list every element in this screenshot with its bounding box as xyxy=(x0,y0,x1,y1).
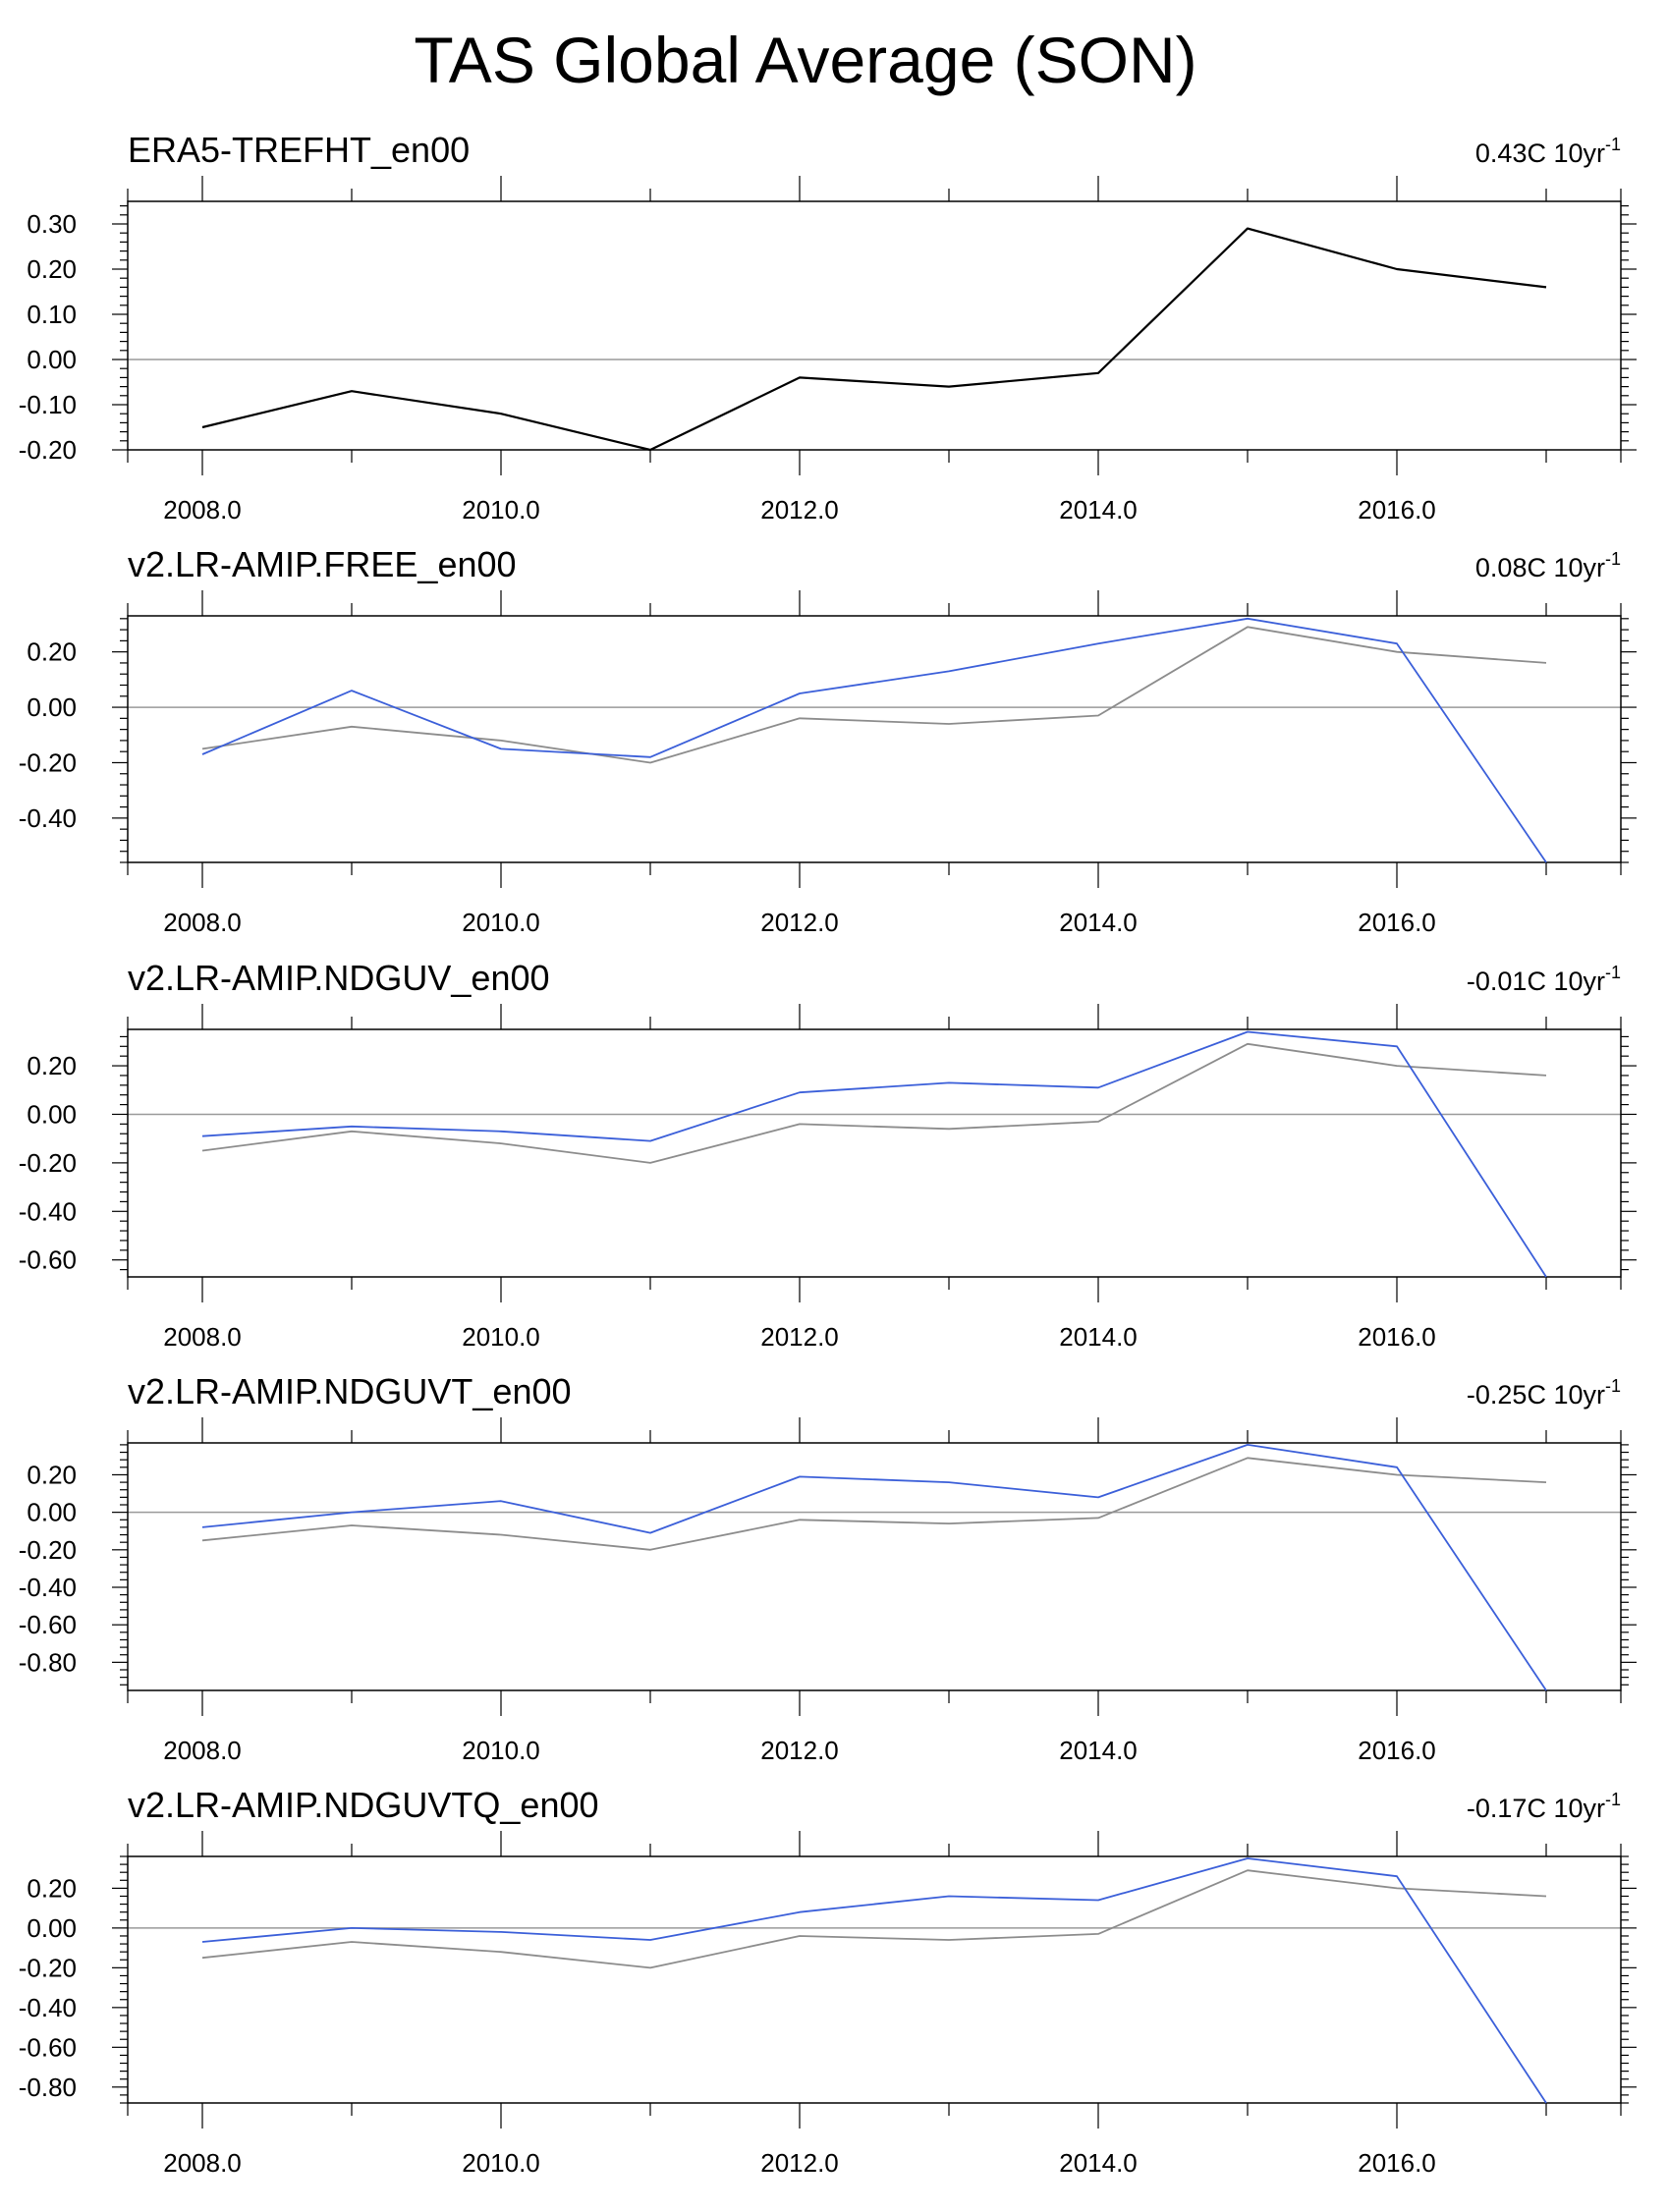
x-tick-label: 2012.0 xyxy=(760,495,839,525)
trend-exponent: -1 xyxy=(1605,135,1621,154)
x-tick-label: 2014.0 xyxy=(1059,1736,1138,1765)
y-tick-label: -0.40 xyxy=(19,1993,77,2022)
y-tick-label: -0.20 xyxy=(19,1953,77,1982)
series-line-model xyxy=(201,1444,1547,1691)
y-tick-label: 0.00 xyxy=(27,692,77,722)
trend-exponent: -1 xyxy=(1605,1376,1621,1396)
series-line-reference_overlay xyxy=(201,1869,1547,1969)
x-tick-label: 2010.0 xyxy=(462,2148,540,2178)
y-tick-label: 0.20 xyxy=(27,637,77,667)
x-tick-label: 2016.0 xyxy=(1358,2148,1436,2178)
y-tick-label: -0.20 xyxy=(19,1535,77,1565)
trend-value: -0.17C 10yr xyxy=(1467,1794,1605,1823)
x-tick-label: 2016.0 xyxy=(1358,495,1436,525)
x-tick-label: 2012.0 xyxy=(760,2148,839,2178)
y-tick-label: 0.00 xyxy=(27,345,77,374)
y-tick-label: 0.00 xyxy=(27,1498,77,1527)
x-tick-label: 2014.0 xyxy=(1059,1322,1138,1352)
trend-label: 0.08C 10yr-1 xyxy=(1475,549,1621,582)
panel-title: v2.LR-AMIP.NDGUVT_en00 xyxy=(128,1371,572,1411)
trend-exponent: -1 xyxy=(1605,1790,1621,1809)
y-tick-label: 0.10 xyxy=(27,300,77,329)
series-line-model xyxy=(201,617,1547,863)
chart-panel-3: v2.LR-AMIP.NDGUV_en00 -0.01C 10yr-1 0.20 0.… xyxy=(19,958,1637,1352)
y-tick-label: -0.20 xyxy=(19,435,77,465)
panel-title: v2.LR-AMIP.NDGUV_en00 xyxy=(128,958,550,998)
y-tick-label: 0.00 xyxy=(27,1913,77,1943)
trend-exponent: -1 xyxy=(1605,549,1621,569)
y-tick-label: -0.20 xyxy=(19,747,77,777)
y-tick-label: -0.10 xyxy=(19,390,77,419)
chart-panel-4: v2.LR-AMIP.NDGUVT_en00 -0.25C 10yr-1 0.20 0… xyxy=(19,1371,1637,1765)
x-tick-label: 2014.0 xyxy=(1059,908,1138,937)
axis-frame xyxy=(127,1855,1622,2104)
x-tick-label: 2008.0 xyxy=(163,908,242,937)
series-line-reference_overlay xyxy=(201,626,1547,764)
y-tick-label: -0.20 xyxy=(19,1148,77,1178)
trend-value: -0.01C 10yr xyxy=(1467,967,1605,996)
x-tick-label: 2008.0 xyxy=(163,2148,242,2178)
y-tick-label: -0.60 xyxy=(19,1245,77,1275)
panel-title: v2.LR-AMIP.NDGUVTQ_en00 xyxy=(128,1785,599,1825)
x-tick-label: 2016.0 xyxy=(1358,908,1436,937)
series-line-model xyxy=(201,1857,1547,2104)
y-tick-label: -0.40 xyxy=(19,1573,77,1602)
y-tick-label: -0.60 xyxy=(19,1610,77,1639)
axis-frame xyxy=(127,615,1622,863)
x-tick-label: 2014.0 xyxy=(1059,2148,1138,2178)
y-tick-label: -0.80 xyxy=(19,1647,77,1677)
y-tick-label: 0.00 xyxy=(27,1099,77,1129)
series-line-reference_overlay xyxy=(201,1042,1547,1164)
trend-exponent: -1 xyxy=(1605,963,1621,982)
series-line-reference xyxy=(201,227,1547,452)
series-line-model xyxy=(201,1030,1547,1278)
trend-value: 0.08C 10yr xyxy=(1475,553,1605,582)
x-tick-label: 2012.0 xyxy=(760,1736,839,1765)
y-tick-label: 0.20 xyxy=(27,1051,77,1080)
x-tick-label: 2008.0 xyxy=(163,1736,242,1765)
y-tick-label: -0.60 xyxy=(19,2032,77,2062)
chart-panel-5: v2.LR-AMIP.NDGUVTQ_en00 -0.17C 10yr-1 0.20… xyxy=(19,1785,1637,2178)
trend-value: 0.43C 10yr xyxy=(1475,138,1605,168)
x-tick-label: 2012.0 xyxy=(760,1322,839,1352)
x-tick-label: 2008.0 xyxy=(163,1322,242,1352)
y-tick-label: -0.40 xyxy=(19,803,77,833)
x-tick-label: 2010.0 xyxy=(462,1736,540,1765)
y-tick-label: 0.30 xyxy=(27,209,77,239)
y-tick-label: 0.20 xyxy=(27,1460,77,1489)
chart-panel-1: ERA5-TREFHT_en00 0.43C 10yr-1 0.30 0.20 0.10… xyxy=(19,130,1637,525)
y-tick-label: 0.20 xyxy=(27,1873,77,1903)
x-tick-label: 2010.0 xyxy=(462,495,540,525)
trend-value: -0.25C 10yr xyxy=(1467,1380,1605,1410)
axis-frame xyxy=(127,200,1622,451)
y-tick-label: -0.40 xyxy=(19,1196,77,1226)
x-tick-label: 2016.0 xyxy=(1358,1736,1436,1765)
chart-panel-2: v2.LR-AMIP.FREE_en00 0.08C 10yr-1 0.20 0.00… xyxy=(19,544,1637,937)
x-tick-label: 2010.0 xyxy=(462,1322,540,1352)
y-tick-label: 0.20 xyxy=(27,254,77,284)
panel-title: v2.LR-AMIP.FREE_en00 xyxy=(128,544,517,584)
y-tick-label: -0.80 xyxy=(19,2073,77,2102)
trend-label: -0.17C 10yr-1 xyxy=(1467,1790,1621,1823)
x-tick-label: 2010.0 xyxy=(462,908,540,937)
trend-label: -0.01C 10yr-1 xyxy=(1467,963,1621,996)
x-tick-label: 2012.0 xyxy=(760,908,839,937)
trend-label: -0.25C 10yr-1 xyxy=(1467,1376,1621,1410)
panel-title: ERA5-TREFHT_en00 xyxy=(128,130,470,170)
x-tick-label: 2016.0 xyxy=(1358,1322,1436,1352)
x-tick-label: 2014.0 xyxy=(1059,495,1138,525)
trend-label: 0.43C 10yr-1 xyxy=(1475,135,1621,168)
series-line-reference_overlay xyxy=(201,1457,1547,1551)
x-tick-label: 2008.0 xyxy=(163,495,242,525)
axis-frame xyxy=(127,1442,1622,1691)
page-title: TAS Global Average (SON) xyxy=(414,24,1196,96)
